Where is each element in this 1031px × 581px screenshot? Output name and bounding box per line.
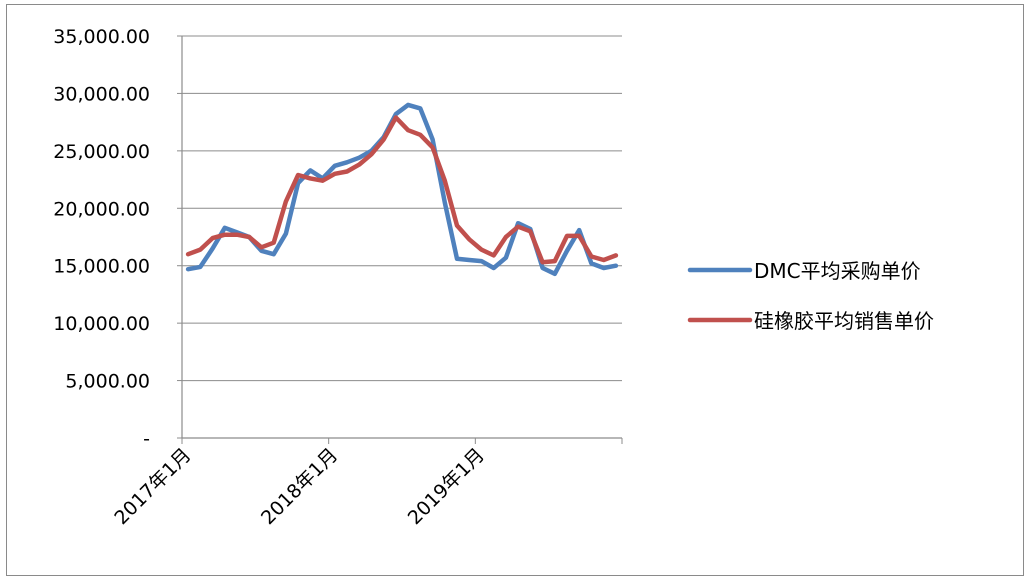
y-tick-label: 10,000.00	[53, 313, 150, 335]
legend-label-1: DMC平均采购单价	[754, 259, 921, 283]
series-lines	[185, 102, 619, 277]
x-tick-label: 2017年1月	[110, 444, 195, 529]
y-tick-label: 30,000.00	[53, 83, 150, 105]
x-tick-label: 2019年1月	[404, 444, 489, 529]
y-tick-label: 5,000.00	[65, 371, 150, 393]
series-line-1	[185, 102, 619, 277]
legend-label-2: 硅橡胶平均销售单价	[754, 309, 934, 333]
y-axis-tick-labels: - 5,000.00 10,000.00 15,000.00 20,000.00 25,0…	[53, 26, 150, 450]
y-tick-label: 35,000.00	[53, 26, 150, 48]
x-axis-tick-labels: 2017年1月 2018年1月 2019年1月	[110, 444, 489, 529]
series-line-2	[185, 115, 619, 265]
gridlines	[182, 35, 622, 382]
y-tick-label: 25,000.00	[53, 141, 150, 163]
y-tick-label: 15,000.00	[53, 256, 150, 278]
x-tick-label: 2018年1月	[257, 444, 342, 529]
y-tick-label: -	[143, 428, 150, 450]
axes	[177, 35, 623, 444]
y-tick-label: 20,000.00	[53, 198, 150, 220]
chart-area	[6, 4, 1024, 576]
